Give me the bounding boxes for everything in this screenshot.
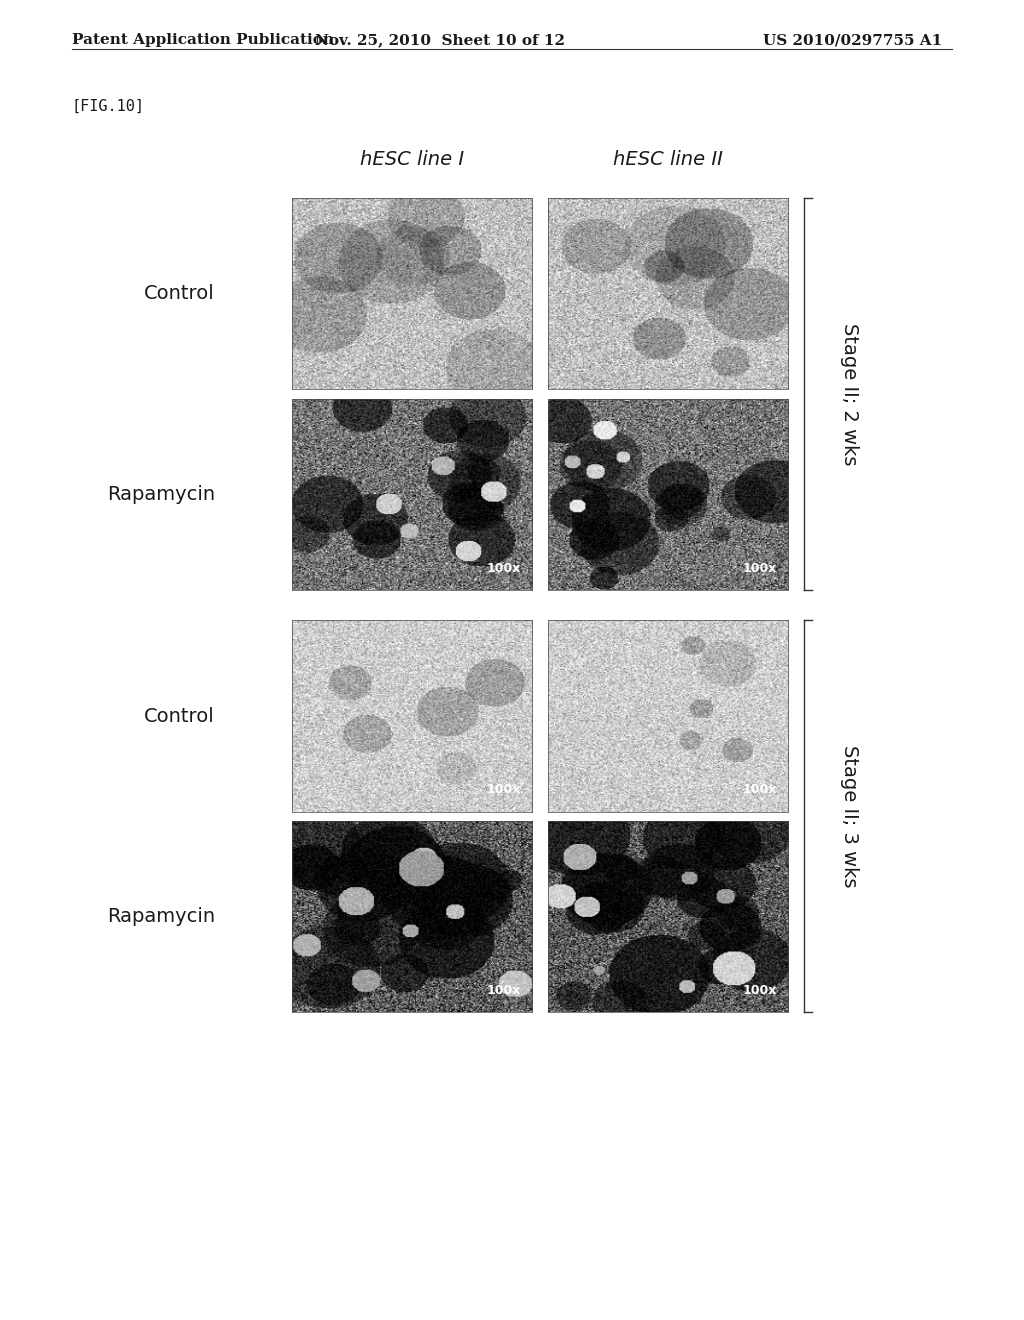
Text: Patent Application Publication: Patent Application Publication xyxy=(72,33,334,48)
Text: Nov. 25, 2010  Sheet 10 of 12: Nov. 25, 2010 Sheet 10 of 12 xyxy=(315,33,565,48)
Text: Rapamycin: Rapamycin xyxy=(106,484,215,504)
Text: Stage II; 2 wks: Stage II; 2 wks xyxy=(841,323,859,465)
Text: 100x: 100x xyxy=(486,562,520,574)
Text: hESC line I: hESC line I xyxy=(360,150,464,169)
Text: 100x: 100x xyxy=(742,562,776,574)
Text: Stage II; 3 wks: Stage II; 3 wks xyxy=(841,746,859,887)
Text: 100x: 100x xyxy=(742,784,776,796)
Text: 100x: 100x xyxy=(742,985,776,997)
Text: US 2010/0297755 A1: US 2010/0297755 A1 xyxy=(763,33,942,48)
Text: [FIG.10]: [FIG.10] xyxy=(72,99,144,114)
Text: hESC line II: hESC line II xyxy=(613,150,723,169)
Text: Control: Control xyxy=(144,706,215,726)
Text: Control: Control xyxy=(144,284,215,304)
Text: 100x: 100x xyxy=(486,784,520,796)
Text: 100x: 100x xyxy=(486,985,520,997)
Text: Rapamycin: Rapamycin xyxy=(106,907,215,927)
